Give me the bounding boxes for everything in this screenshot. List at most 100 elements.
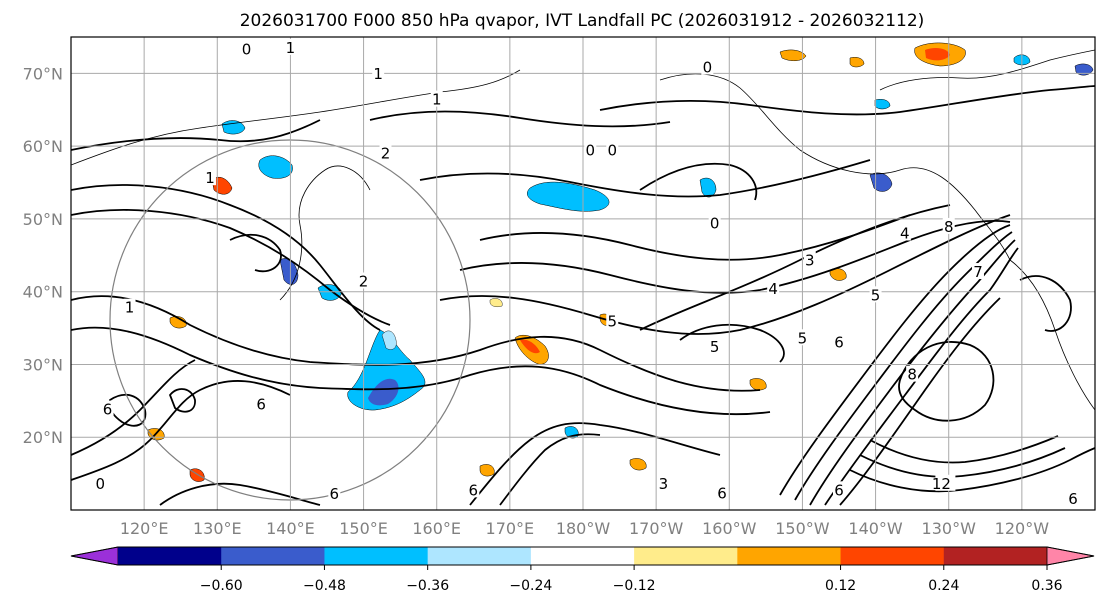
colorbar-extend-high [1046,546,1095,566]
contour-label: 1 [125,299,135,317]
ivt-contours [71,85,1095,506]
contour-label-bg [584,141,597,158]
negative-anomaly-patch [381,330,397,350]
negative-anomaly-patch [527,181,610,212]
contour-label: 6 [256,395,266,413]
contour-label-bg [906,365,919,382]
contour-label: 5 [871,286,881,304]
lat-tick-label: 30°N [23,355,63,374]
contour-label: 5 [607,313,617,331]
lon-tick-label: 150°E [339,519,388,538]
negative-anomaly-core [368,378,399,406]
contour-label-bg [942,217,955,234]
contour-label-bg [715,484,728,501]
contour-label: 12 [932,475,951,493]
negative-anomaly-patch [258,155,293,179]
positive-anomaly-patch [479,464,495,477]
contour-label-bg [935,474,956,491]
contour-label: 6 [1068,490,1078,508]
contour-label-bg [240,40,253,57]
contour-label-bg [708,337,721,354]
contour-label-bg [833,333,845,350]
contour-label-bg [701,58,714,75]
contour-label-bg [123,298,136,315]
lon-tick-label: 130°W [922,519,977,538]
contour-label: 4 [900,224,910,242]
contour-label-bg [430,90,443,107]
contour-label-bg [94,474,107,491]
contour-label: 6 [834,481,844,499]
lon-tick-label: 150°W [775,519,830,538]
contour-label-bg [869,286,882,303]
figure-title: 2026031700 F000 850 hPa qvapor, IVT Land… [240,11,925,31]
negative-anomaly-patch [1074,63,1094,76]
contour-label: 0 [95,475,105,493]
colorbar-segment [943,547,1048,565]
colorbar: −0.60−0.48−0.36−0.24−0.120.120.240.360.4… [70,546,1095,594]
colorbar-tick-label: −0.12 [613,578,656,594]
lon-tick-labels: 120°E 130°E 140°E 150°E 160°E 170°E 180°W 170°W… [120,519,1049,538]
lon-tick-label: 160°W [702,519,757,538]
positive-anomaly-core [925,47,950,61]
contour-label-bg [767,279,780,296]
qvapor-shading [147,42,1094,482]
contour-label: 1 [286,39,296,57]
lon-tick-label: 160°E [412,519,461,538]
lon-tick-label: 140°W [848,519,903,538]
contour-label: 0 [710,214,720,232]
colorbar-tick-label: −0.48 [303,578,346,594]
contour-label: 2 [359,273,369,291]
colorbar-segment [221,547,325,565]
lon-tick-label: 170°W [629,519,684,538]
map-frame [70,36,1096,511]
colorbar-segment [118,547,222,565]
colorbar-segment [634,547,738,565]
colorbar-segment [530,547,635,565]
contour-label: 6 [330,485,340,503]
contour-label: 6 [717,484,727,502]
contour-label: 2 [381,144,391,162]
contour-label-bg [971,263,984,280]
contour-label-bg [606,141,619,158]
colorbar-segment [737,547,842,565]
contour-label: 3 [659,475,669,493]
contour-label-bg [255,395,268,412]
lon-tick-label: 120°W [995,519,1050,538]
colorbar-tick-label: 0.36 [1031,578,1062,594]
colorbar-extend-low [70,546,119,566]
contour-label-bg [284,38,297,55]
colorbar-outline [70,546,1095,566]
contour-label: 0 [607,142,617,160]
contour-label-bg [101,400,114,417]
contour-label-bg [328,484,341,501]
contour-label: 0 [703,59,713,77]
lat-tick-label: 20°N [23,428,63,447]
negative-anomaly-patch [874,99,891,110]
contour-label: 4 [768,280,778,298]
contour-label: 5 [710,338,720,356]
lon-tick-label: 180°W [556,519,611,538]
lat-tick-label: 40°N [23,283,63,302]
contour-label: 1 [205,169,215,187]
colorbar-tick-label: 0.12 [825,578,856,594]
positive-anomaly-patch [779,49,807,61]
contour-label-bg [803,251,816,268]
contour-label: 5 [798,329,808,347]
lon-tick-label: 170°E [486,519,535,538]
lon-tick-label: 130°E [193,519,242,538]
colorbar-segment [324,547,429,565]
contour-label: 3 [805,251,815,269]
contour-label: 0 [242,40,252,58]
colorbar-segment [427,547,532,565]
contour-label: 7 [973,263,983,281]
contour-label-bg [467,481,480,498]
lat-tick-label: 70°N [23,64,63,83]
contour-label: 6 [469,481,479,499]
lon-tick-label: 140°E [266,519,315,538]
lat-tick-label: 50°N [23,210,63,229]
positive-anomaly-patch [749,378,767,391]
positive-anomaly-core [520,339,540,354]
